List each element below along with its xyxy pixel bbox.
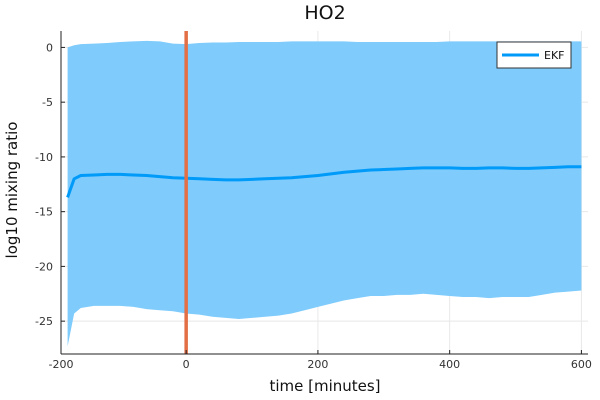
x-tick-label: 400 [439, 358, 460, 371]
x-tick-label: -200 [49, 358, 74, 371]
y-axis-title: log10 mixing ratio [3, 122, 21, 259]
series-line-layer [66, 165, 582, 198]
y-tick-label: -5 [42, 96, 53, 109]
legend-label-ekf: EKF [544, 49, 565, 62]
y-tick-label: -25 [35, 315, 53, 328]
uncertainty-band-ekf [67, 40, 582, 347]
y-tick-label: 0 [46, 41, 53, 54]
x-tick-label: 0 [183, 358, 190, 371]
chart-title: HO2 [304, 2, 345, 24]
y-tick-label: -10 [35, 151, 53, 164]
legend: EKF [496, 41, 572, 69]
y-tick-label: -15 [35, 206, 53, 219]
y-tick-label: -20 [35, 260, 53, 273]
axes [60, 31, 588, 355]
x-tick-label: 200 [307, 358, 328, 371]
tick-labels: -200 0 200 400 600 0 -5 -10 -15 -20 -25 [35, 41, 592, 371]
uncertainty-band-layer [67, 40, 582, 347]
x-tick-label: 600 [571, 358, 592, 371]
series-line-ekf [66, 165, 582, 198]
x-axis-title: time [minutes] [269, 377, 380, 395]
